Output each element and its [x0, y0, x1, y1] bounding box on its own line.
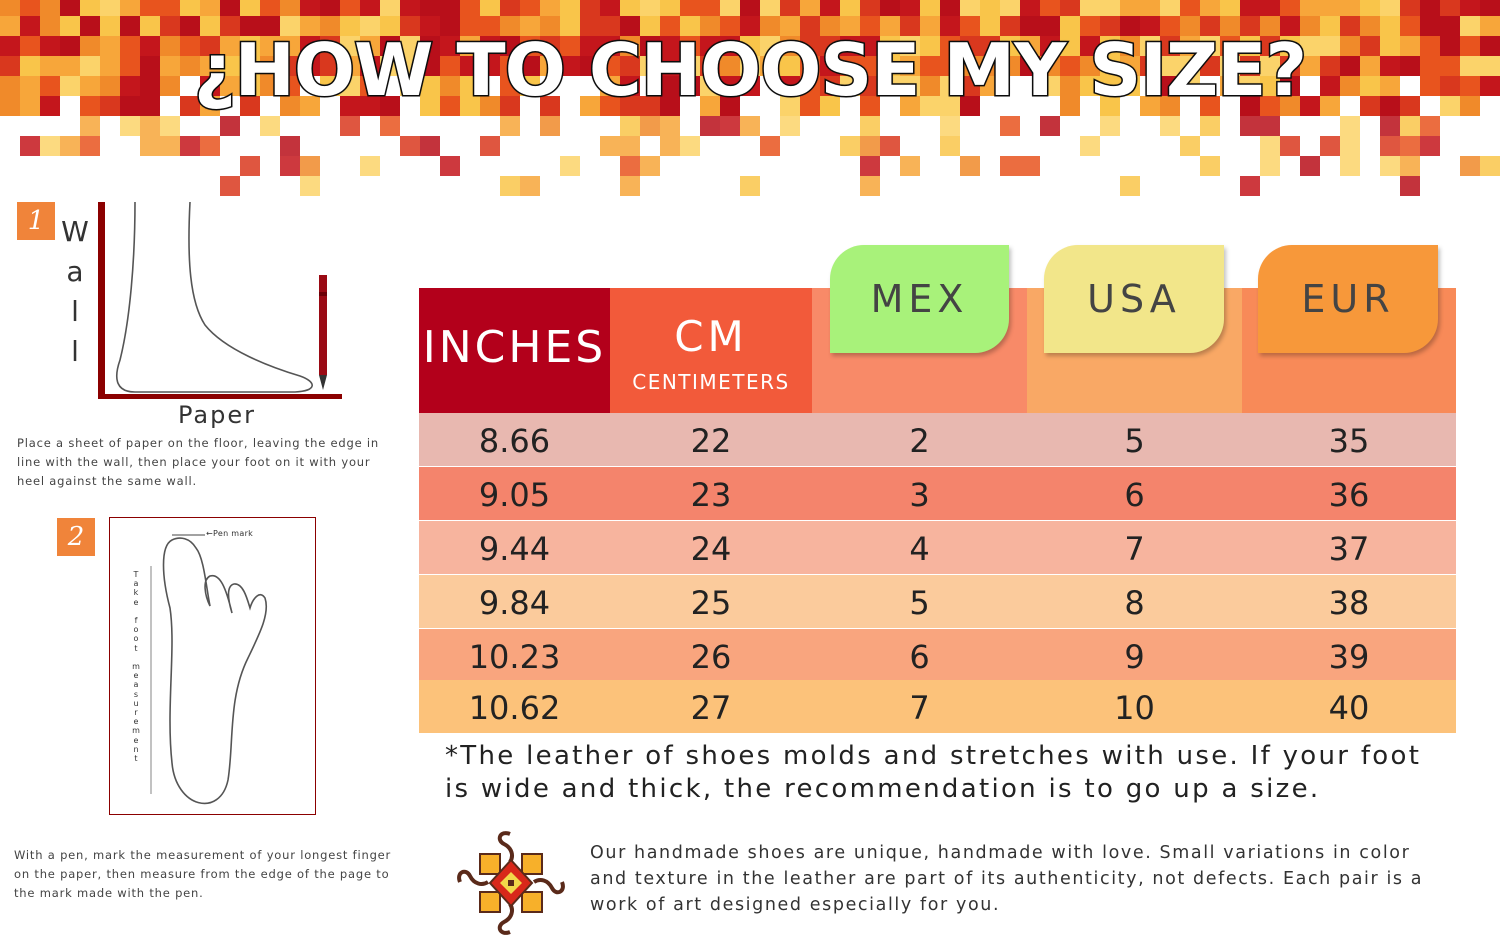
step-1-instruction: Place a sheet of paper on the floor, lea…: [17, 436, 380, 488]
wall-line: [98, 202, 105, 399]
cell-usa: 10: [1114, 689, 1155, 727]
pen-mark-label: ←Pen mark: [206, 529, 254, 538]
floor-line: [98, 394, 342, 399]
foot-top-illustration: [150, 534, 268, 805]
cell-usa: 8: [1124, 584, 1145, 622]
table-row: 9.05 23 3 6 36: [419, 467, 1456, 520]
usa-tab: USA: [1044, 245, 1224, 353]
cell-mex: 5: [909, 584, 930, 622]
mex-tab: MEX: [830, 245, 1009, 353]
cell-cm: 27: [690, 689, 732, 727]
cell-usa: 6: [1124, 476, 1145, 514]
handmade-description: Our handmade shoes are unique, handmade …: [590, 843, 1424, 915]
pen-icon: [319, 275, 327, 390]
fit-note: *The leather of shoes molds and stretche…: [445, 741, 1422, 804]
foot-side-illustration: [98, 201, 342, 399]
cm-header: CM CENTIMETERS: [610, 288, 812, 413]
foot-print-outline: [162, 537, 268, 805]
cell-cm: 25: [690, 584, 732, 622]
inches-header: INCHES: [419, 288, 610, 413]
page-title: ¿HOW TO CHOOSE MY SIZE?: [192, 27, 1308, 114]
cell-mex: 3: [909, 476, 930, 514]
step-1-badge: 1: [17, 202, 55, 240]
pixel-pattern-banner: [0, 0, 1500, 196]
size-chart-table: INCHES CM CENTIMETERS MEX USA EUR 8.66 22…: [419, 245, 1456, 733]
cell-mex: 6: [909, 638, 930, 676]
cm-header-sublabel: CENTIMETERS: [632, 370, 790, 394]
cell-mex: 2: [909, 422, 930, 460]
inches-header-label: INCHES: [422, 322, 607, 373]
cell-eur: 37: [1328, 530, 1370, 568]
eur-tab: EUR: [1258, 245, 1438, 353]
table-row: 8.66 22 2 5 35: [419, 413, 1456, 466]
cell-inches: 8.66: [478, 422, 551, 460]
cell-eur: 39: [1328, 638, 1370, 676]
cell-cm: 22: [690, 422, 732, 460]
cell-eur: 40: [1328, 689, 1370, 727]
cell-cm: 23: [690, 476, 732, 514]
table-row: 9.44 24 4 7 37: [419, 521, 1456, 574]
cell-inches: 10.23: [468, 638, 561, 676]
cell-usa: 5: [1124, 422, 1145, 460]
table-row: 9.84 25 5 8 38: [419, 575, 1456, 628]
cell-usa: 9: [1124, 638, 1145, 676]
cell-eur: 35: [1328, 422, 1370, 460]
table-row: 10.23 26 6 9 39: [419, 629, 1456, 682]
cell-eur: 38: [1328, 584, 1370, 622]
cell-usa: 7: [1124, 530, 1145, 568]
cell-inches: 9.44: [478, 530, 551, 568]
paper-label: Paper: [178, 401, 256, 429]
cell-mex: 4: [909, 530, 930, 568]
cm-header-label: CM: [674, 312, 748, 361]
foot-outline: [116, 201, 313, 393]
embroidery-flower-icon: [457, 831, 565, 935]
step-2-instruction: With a pen, mark the measurement of your…: [14, 848, 392, 900]
step-2-badge: 2: [57, 518, 95, 556]
cell-inches: 9.84: [478, 584, 551, 622]
cell-eur: 36: [1328, 476, 1370, 514]
cell-inches: 9.05: [478, 476, 551, 514]
cell-inches: 10.62: [468, 689, 561, 727]
cell-mex: 7: [909, 689, 930, 727]
cell-cm: 26: [690, 638, 732, 676]
cell-cm: 24: [690, 530, 732, 568]
table-row: 10.62 27 7 10 40: [419, 680, 1456, 733]
